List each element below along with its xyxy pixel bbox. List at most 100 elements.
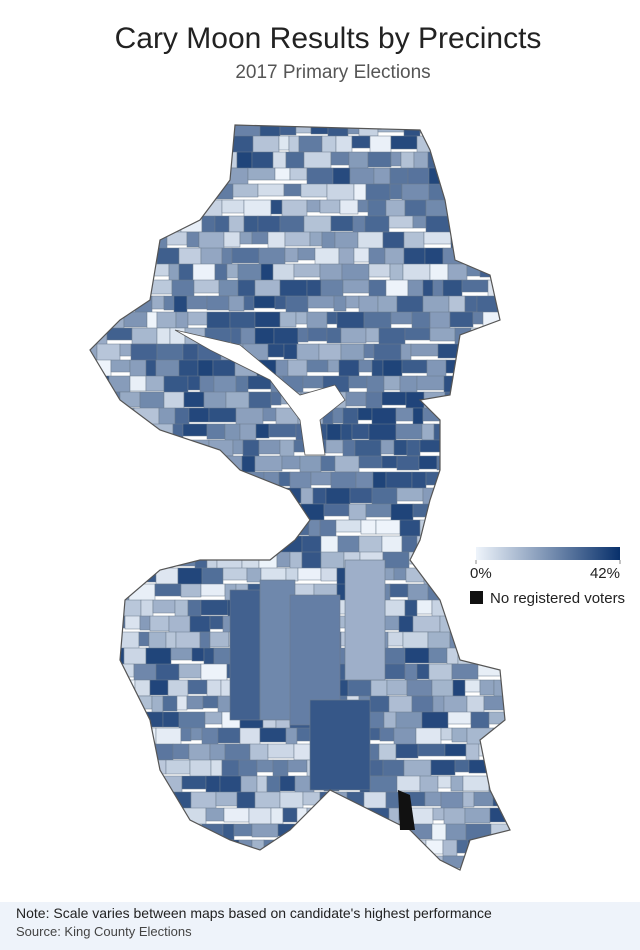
precinct	[136, 791, 154, 807]
precinct	[347, 679, 372, 698]
precinct	[127, 199, 153, 214]
precinct	[327, 359, 340, 373]
precinct	[240, 503, 255, 523]
precinct	[127, 279, 140, 293]
precinct	[487, 343, 499, 365]
precinct	[237, 279, 256, 298]
precinct	[353, 183, 367, 203]
precinct	[503, 663, 510, 680]
precinct	[442, 855, 471, 869]
precinct	[162, 695, 178, 712]
precinct	[373, 167, 391, 185]
precinct	[465, 231, 490, 250]
precinct	[348, 375, 368, 389]
precinct	[424, 791, 442, 807]
precinct	[90, 775, 98, 795]
precinct	[110, 199, 129, 220]
precinct	[251, 839, 265, 855]
precinct	[285, 295, 309, 315]
precinct	[363, 791, 387, 811]
precinct	[454, 535, 480, 556]
precinct	[381, 391, 407, 406]
precinct	[323, 503, 350, 517]
precinct	[439, 439, 456, 455]
precinct	[335, 519, 362, 533]
precinct	[502, 439, 510, 460]
precinct	[200, 519, 214, 540]
precinct	[387, 631, 404, 647]
precinct	[450, 135, 462, 156]
precinct	[90, 823, 107, 841]
precinct	[365, 183, 391, 202]
precinct	[90, 807, 101, 825]
precinct	[170, 503, 199, 519]
precinct	[396, 487, 424, 502]
precinct	[308, 855, 326, 870]
precinct	[186, 695, 204, 710]
precinct	[427, 535, 456, 558]
precinct	[303, 215, 332, 235]
precinct	[90, 375, 110, 393]
precinct	[217, 727, 241, 744]
precinct	[191, 647, 205, 662]
precinct	[321, 231, 336, 251]
precinct	[479, 263, 498, 278]
precinct	[180, 455, 197, 472]
precinct	[342, 279, 370, 294]
precinct	[105, 583, 119, 599]
precinct	[489, 807, 510, 823]
precinct	[96, 343, 121, 363]
precinct	[239, 423, 257, 441]
precinct	[339, 199, 359, 215]
precinct	[251, 823, 279, 838]
precinct	[90, 855, 112, 870]
precinct	[90, 423, 111, 437]
precinct	[274, 167, 291, 181]
precinct	[462, 775, 490, 792]
precinct	[178, 471, 190, 489]
precinct	[165, 125, 189, 139]
precinct	[419, 125, 440, 134]
precinct	[448, 295, 466, 313]
precinct	[444, 391, 473, 406]
precinct	[296, 872, 318, 886]
precinct	[258, 247, 286, 266]
precinct	[124, 791, 138, 805]
precinct	[152, 599, 176, 614]
precinct	[108, 407, 135, 422]
precinct	[188, 407, 210, 423]
precinct	[307, 327, 328, 342]
precinct	[504, 872, 517, 893]
precinct	[143, 215, 155, 236]
precinct	[429, 327, 456, 342]
precinct	[200, 583, 226, 597]
precinct	[509, 311, 510, 325]
precinct	[378, 743, 397, 763]
precinct	[85, 872, 105, 891]
precinct	[204, 711, 223, 725]
precinct	[460, 135, 484, 153]
precinct	[487, 279, 505, 299]
precinct	[375, 855, 400, 870]
precinct	[110, 503, 131, 519]
precinct	[326, 327, 342, 344]
precinct	[106, 551, 119, 567]
precinct-map	[85, 125, 517, 893]
precinct	[451, 663, 479, 680]
precinct	[438, 125, 455, 136]
precinct	[466, 695, 485, 715]
precinct	[440, 727, 453, 741]
precinct	[134, 247, 158, 267]
precinct	[192, 151, 215, 172]
precinct	[302, 375, 324, 389]
precinct	[383, 375, 401, 391]
precinct	[317, 807, 330, 825]
precinct	[421, 872, 443, 893]
precinct	[146, 183, 173, 199]
precinct	[181, 775, 207, 790]
precinct	[129, 551, 157, 566]
precinct	[95, 167, 117, 190]
precinct	[399, 519, 421, 539]
precinct	[223, 455, 243, 477]
precinct	[509, 471, 510, 493]
